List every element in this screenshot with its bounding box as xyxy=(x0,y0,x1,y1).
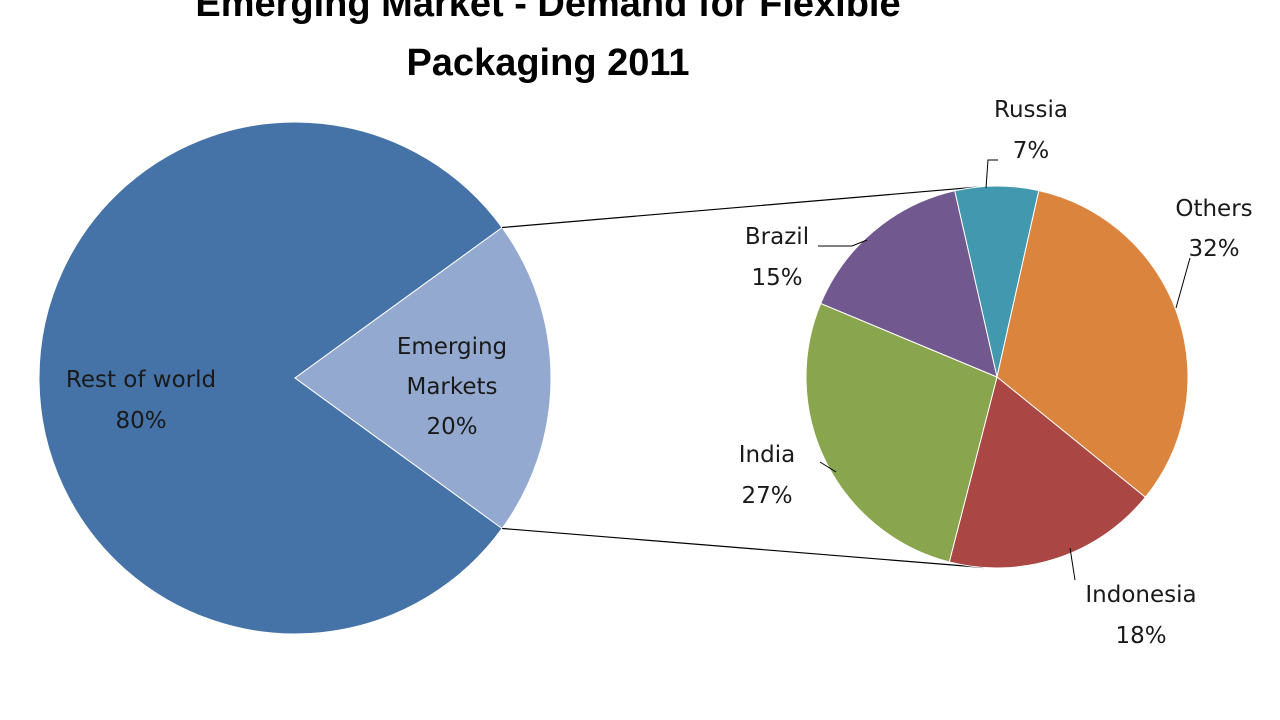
connector-line-top xyxy=(502,186,978,229)
label-others-value: 32% xyxy=(1188,236,1239,262)
leader-line-russia xyxy=(985,159,998,189)
leader-line-indonesia xyxy=(1069,547,1076,581)
label-emerging-markets-name-1: Emerging xyxy=(397,334,507,360)
main-pie-labels: Rest of world 80% Emerging Markets 20% xyxy=(66,334,507,440)
detail-pie xyxy=(805,185,1189,569)
label-indonesia-name: Indonesia xyxy=(1085,582,1196,608)
label-emerging-markets-name-2: Markets xyxy=(406,374,497,400)
connector-lines xyxy=(502,186,984,569)
chart-title-line-2: Packaging 2011 xyxy=(406,42,689,84)
label-brazil-value: 15% xyxy=(751,265,802,291)
leader-line-brazil xyxy=(818,239,868,247)
slice-brazil xyxy=(820,190,998,378)
detail-pie-labels: Russia 7% Others 32% Indonesia 18% India… xyxy=(739,97,1253,649)
label-russia-value: 7% xyxy=(1013,138,1050,164)
main-pie xyxy=(38,121,552,635)
slice-india xyxy=(805,302,998,563)
label-russia-name: Russia xyxy=(994,97,1068,123)
label-indonesia-value: 18% xyxy=(1115,623,1166,649)
chart-title: Emerging Market - Demand for Flexible Pa… xyxy=(195,0,900,84)
label-india-value: 27% xyxy=(741,483,792,509)
leader-line-india xyxy=(819,461,837,473)
label-rest-of-world-value: 80% xyxy=(115,408,166,434)
slice-others xyxy=(996,190,1189,498)
leader-line-others xyxy=(1175,257,1191,309)
leader-lines xyxy=(818,159,1191,581)
slice-emerging-markets xyxy=(294,226,552,530)
label-india-name: India xyxy=(739,442,795,468)
slice-indonesia xyxy=(948,376,1147,569)
chart-title-line-1: Emerging Market - Demand for Flexible xyxy=(195,0,900,25)
slice-rest-of-world xyxy=(38,121,503,635)
label-rest-of-world-name: Rest of world xyxy=(66,367,216,393)
connector-line-bottom xyxy=(502,527,984,569)
label-emerging-markets-value: 20% xyxy=(426,414,477,440)
label-brazil-name: Brazil xyxy=(745,224,809,250)
label-others-name: Others xyxy=(1175,196,1252,222)
